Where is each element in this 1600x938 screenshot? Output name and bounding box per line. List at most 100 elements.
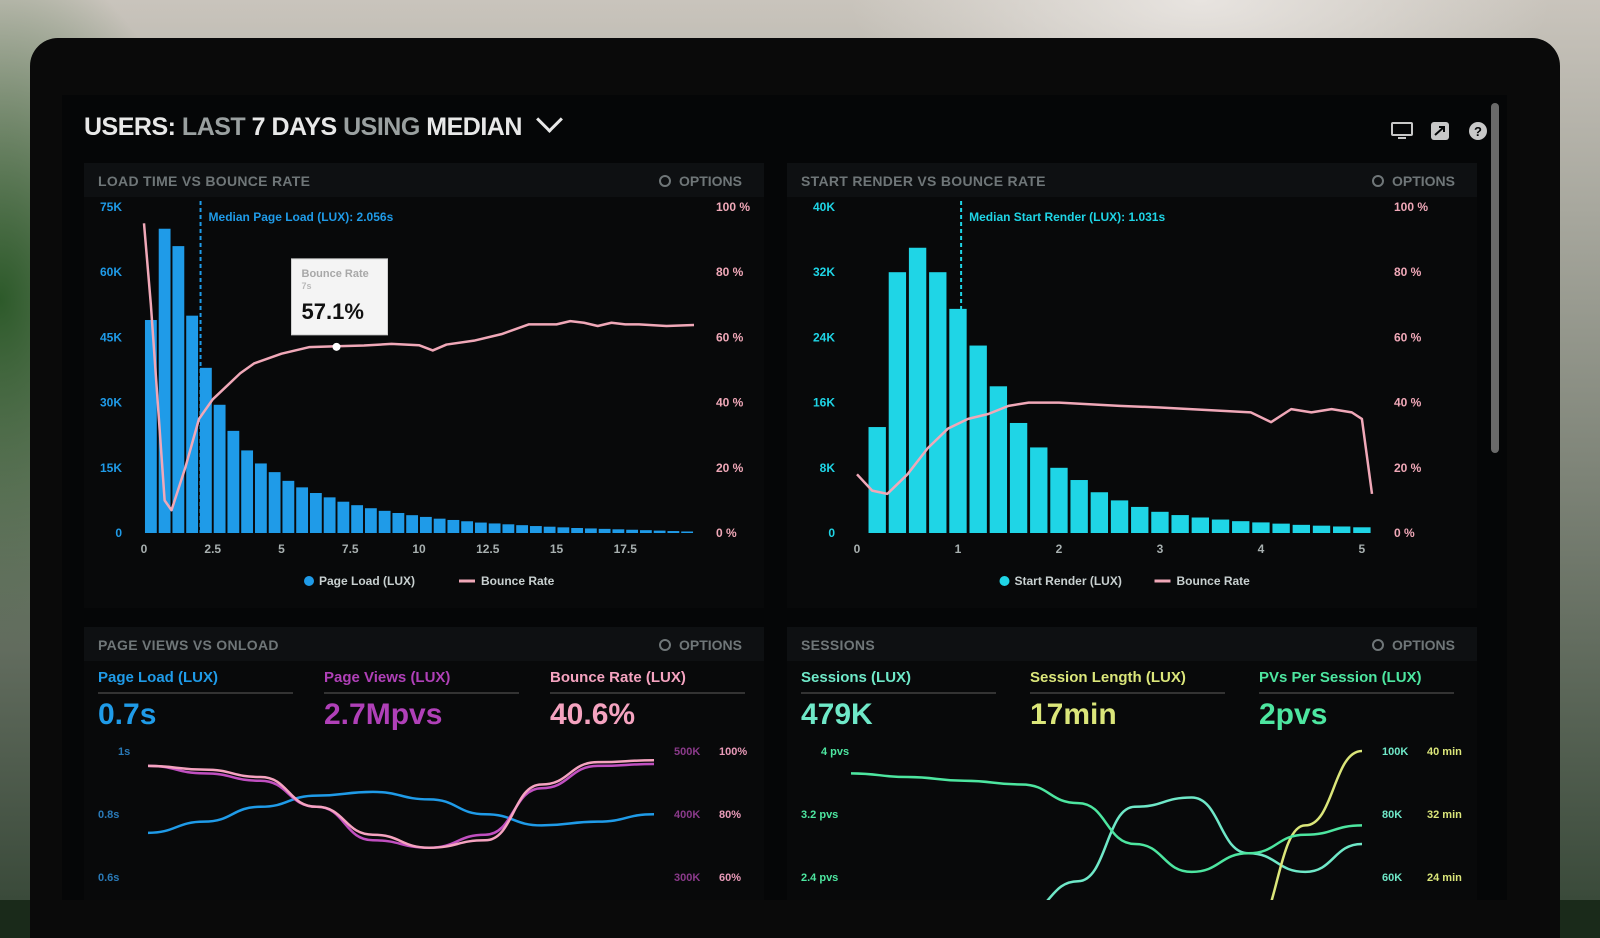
y-tick-label: 40K	[813, 200, 835, 214]
chevron-down-icon[interactable]	[536, 106, 564, 133]
panel-title: SESSIONS	[801, 637, 875, 653]
series-line	[147, 790, 655, 835]
metric-value: 40.6%	[550, 698, 636, 731]
y-tick-label: 1s	[118, 746, 130, 758]
x-tick-label: 5	[278, 542, 285, 556]
bar	[296, 487, 309, 533]
bar	[1272, 523, 1290, 533]
panel-header: SESSIONS OPTIONS	[787, 627, 1477, 661]
bar	[241, 450, 254, 533]
help-icon[interactable]: ?	[1467, 121, 1489, 141]
metric-value: 479K	[801, 698, 873, 731]
bar	[199, 367, 212, 533]
chart-load-time: 0 15K 30K 45K 60K 75K 0 % 20 % 40 % 60 % 80 % 100 %…	[100, 200, 750, 588]
options-icon	[1371, 175, 1384, 187]
panel-header: LOAD TIME VS BOUNCE RATE OPTIONS	[84, 163, 764, 197]
bar	[949, 308, 967, 533]
bar	[254, 463, 267, 533]
bar	[337, 501, 350, 533]
series-line	[1270, 749, 1363, 900]
y-tick-label: 0	[115, 526, 122, 540]
metric-label: Sessions (LUX)	[801, 669, 996, 694]
tooltip-point	[332, 342, 341, 351]
bar	[502, 524, 515, 533]
bar	[406, 515, 419, 533]
svg-text:?: ?	[1474, 124, 1482, 139]
y-tick-label: 8K	[820, 461, 836, 475]
y-tick-label: 75K	[100, 200, 122, 214]
median-label: Median Start Render (LUX): 1.031s	[969, 210, 1165, 224]
options-button[interactable]: OPTIONS	[658, 637, 742, 653]
y-tick-label: 16K	[813, 396, 835, 410]
bar	[681, 531, 694, 533]
title-median: MEDIAN	[426, 113, 522, 141]
bar	[557, 527, 570, 533]
x-tick-label: 2	[1056, 542, 1063, 556]
series-line	[147, 759, 655, 849]
median-label: Median Page Load (LUX): 2.056s	[209, 210, 394, 224]
bar	[667, 531, 680, 533]
bar	[158, 228, 171, 533]
panel-header: PAGE VIEWS VS ONLOAD OPTIONS	[84, 627, 764, 661]
share-icon[interactable]	[1429, 121, 1451, 141]
bar	[144, 320, 157, 533]
bar	[461, 521, 474, 533]
chart-page-views: 1s 0.8s 0.6s 500K 400K 300K 100% 80% 60%	[98, 746, 747, 884]
panel-page-views: PAGE VIEWS VS ONLOAD OPTIONS Page Load (…	[84, 627, 764, 900]
bar	[1151, 511, 1169, 533]
tooltip-title: Bounce Rate	[302, 268, 369, 280]
metric-pvs-per-session[interactable]: PVs Per Session (LUX) 2pvs	[1259, 669, 1454, 732]
scrollbar[interactable]	[1491, 103, 1499, 453]
metric-sessions[interactable]: Sessions (LUX) 479K	[801, 669, 996, 732]
y-tick-label: 80%	[719, 809, 741, 821]
metric-bounce-rate[interactable]: Bounce Rate (LUX) 40.6%	[550, 669, 745, 732]
x-tick-label: 4	[1258, 542, 1265, 556]
bar	[378, 510, 391, 533]
options-button[interactable]: OPTIONS	[1371, 173, 1455, 189]
bar	[639, 530, 652, 533]
metric-page-views[interactable]: Page Views (LUX) 2.7Mpvs	[324, 669, 519, 732]
y-tick-label: 15K	[100, 461, 122, 475]
y-tick-label: 30K	[100, 396, 122, 410]
y2-tick-label: 100 %	[1394, 200, 1428, 214]
x-tick-label: 2.5	[204, 542, 221, 556]
y-tick-label: 500K	[674, 746, 700, 758]
bounce-rate-line	[142, 223, 695, 512]
x-tick-label: 5	[1359, 542, 1366, 556]
bar	[1292, 524, 1310, 533]
bar	[309, 493, 322, 533]
bar	[1090, 492, 1109, 533]
metric-value: 0.7s	[98, 698, 157, 731]
y-tick-label: 45K	[100, 330, 122, 344]
metric-label: Bounce Rate (LUX)	[550, 669, 745, 694]
metric-session-length[interactable]: Session Length (LUX) 17min	[1030, 669, 1225, 732]
y2-tick-label: 60 %	[716, 330, 744, 344]
options-icon	[658, 175, 671, 187]
y-tick-label: 24 min	[1427, 872, 1462, 884]
panel-title: START RENDER VS BOUNCE RATE	[801, 173, 1046, 189]
y-tick-label: 32K	[813, 265, 835, 279]
y-tick-label: 2.4 pvs	[801, 872, 838, 884]
metric-label: Page Load (LUX)	[98, 669, 293, 694]
x-tick-label: 7.5	[342, 542, 359, 556]
bar	[1232, 521, 1250, 533]
options-button[interactable]: OPTIONS	[1371, 637, 1455, 653]
y2-tick-label: 20 %	[1394, 461, 1422, 475]
chart-sessions: 4 pvs 3.2 pvs 2.4 pvs 100K 80K 60K 40 min 32 mi…	[801, 746, 1462, 900]
y-tick-label: 300K	[674, 872, 700, 884]
metric-value: 2.7Mpvs	[324, 698, 443, 731]
metric-page-load[interactable]: Page Load (LUX) 0.7s	[98, 669, 293, 732]
page-title[interactable]: USERS: LAST 7 DAYS USING MEDIAN	[84, 106, 564, 142]
panel-start-render: START RENDER VS BOUNCE RATE OPTIONS 0 8K 1…	[787, 163, 1477, 608]
panel-load-time: LOAD TIME VS BOUNCE RATE OPTIONS 0 15K 30K…	[84, 163, 764, 608]
x-tick-label: 17.5	[614, 542, 638, 556]
y-tick-label: 80K	[1382, 809, 1402, 821]
bar	[447, 519, 460, 533]
bar	[351, 505, 364, 533]
options-button[interactable]: OPTIONS	[658, 173, 742, 189]
monitor-icon[interactable]	[1391, 121, 1413, 141]
y-tick-label: 100K	[1382, 746, 1408, 758]
bar	[323, 497, 336, 533]
metric-value: 2pvs	[1259, 698, 1328, 731]
y-tick-label: 60K	[100, 265, 122, 279]
